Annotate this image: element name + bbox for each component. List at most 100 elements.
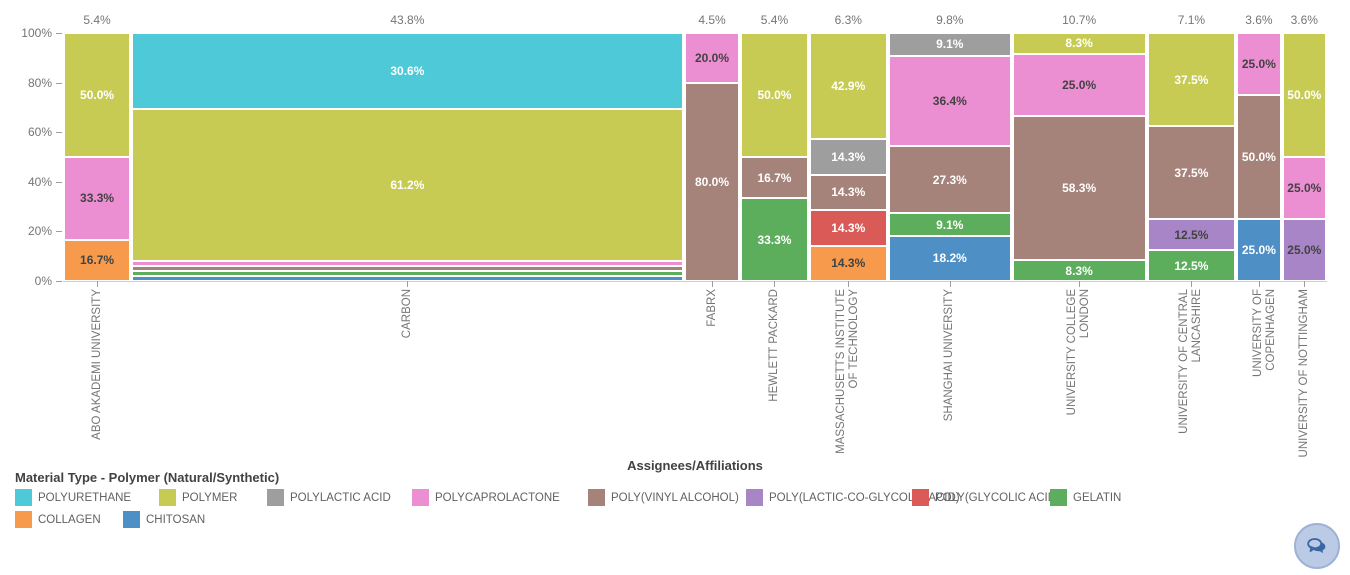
legend-item-poly-vinyl-alcohol-[interactable]: POLY(VINYL ALCOHOL) (588, 489, 739, 506)
legend-label: CHITOSAN (146, 513, 206, 526)
segment-poly-vinyl-alcohol-[interactable]: 50.0% (1237, 95, 1281, 219)
segment-gelatin[interactable]: 33.3% (741, 198, 808, 281)
segment-collagen[interactable]: 16.7% (64, 239, 131, 281)
segment-chitosan[interactable] (132, 276, 683, 281)
segment-polymer[interactable]: 50.0% (741, 33, 808, 157)
segment-gelatin[interactable]: 9.1% (889, 213, 1011, 236)
column-percent-label: 43.8% (390, 13, 425, 27)
x-axis-label: ABO AKADEMI UNIVERSITY (91, 289, 104, 459)
segment-poly-lactic-co-glycolic-acid-[interactable]: 12.5% (1147, 219, 1236, 250)
x-axis-label: FABRX (706, 289, 719, 459)
segment-poly-vinyl-alcohol-[interactable]: 58.3% (1012, 115, 1146, 261)
legend-swatch (588, 489, 605, 506)
segment-poly-lactic-co-glycolic-acid-[interactable]: 25.0% (1282, 219, 1326, 281)
x-axis-label: MASSACHUSETTS INSTITUTE OF TECHNOLOGY (835, 289, 861, 459)
legend-item-polyurethane[interactable]: POLYURETHANE (15, 489, 131, 506)
segment-poly-vinyl-alcohol-[interactable]: 16.7% (741, 157, 808, 199)
chart-column: 8.3% 25.0% 58.3% 8.3% (1012, 33, 1146, 281)
segment-polylactic-acid[interactable]: 14.3% (809, 139, 887, 175)
x-axis-line (63, 281, 1327, 282)
column-percent-label: 5.4% (760, 13, 789, 27)
segment-polycaprolactone[interactable]: 20.0% (684, 33, 740, 83)
x-axis-label-line: LONDON (1079, 289, 1092, 339)
segment-gelatin[interactable]: 12.5% (1147, 250, 1236, 281)
legend-item-polymer[interactable]: POLYMER (159, 489, 237, 506)
x-tick-mark (1191, 281, 1193, 287)
column-percent-label: 4.5% (698, 13, 726, 27)
x-tick-mark (848, 281, 850, 287)
x-axis-label: HEWLETT PACKARD (768, 289, 781, 459)
legend-swatch (15, 489, 32, 506)
segment-value-label: 27.3% (932, 172, 967, 187)
segment-value-label: 9.1% (936, 217, 964, 232)
segment-polycaprolactone[interactable]: 33.3% (64, 157, 131, 240)
segment-polyurethane[interactable]: 30.6% (132, 33, 683, 110)
segment-polymer[interactable]: 8.3% (1012, 33, 1146, 54)
segment-collagen[interactable]: 14.3% (809, 245, 887, 281)
segment-polymer[interactable]: 42.9% (809, 33, 887, 140)
segment-value-label: 16.7% (80, 253, 115, 268)
segment-polycaprolactone[interactable] (132, 261, 683, 267)
segment-polymer[interactable]: 50.0% (64, 33, 131, 157)
segment-polycaprolactone[interactable]: 25.0% (1237, 33, 1281, 95)
segment-poly-vinyl-alcohol-[interactable]: 14.3% (809, 174, 887, 211)
x-tick-mark (1304, 281, 1306, 287)
legend-item-polycaprolactone[interactable]: POLYCAPROLACTONE (412, 489, 560, 506)
legend-swatch (412, 489, 429, 506)
segment-polymer[interactable]: 61.2% (132, 109, 683, 262)
chart-column: 9.1% 36.4% 27.3% 9.1% 18.2% (889, 33, 1011, 281)
segment-polycaprolactone[interactable]: 25.0% (1012, 53, 1146, 116)
segment-value-label: 12.5% (1174, 227, 1209, 242)
segment-gelatin[interactable]: 8.3% (1012, 260, 1146, 281)
segment-value-label: 50.0% (80, 88, 115, 102)
segment-poly-glycolic-acid-[interactable]: 14.3% (809, 210, 887, 246)
chart-column: 25.0% 50.0% 25.0% (1237, 33, 1281, 281)
segment-poly-vinyl-alcohol-[interactable]: 27.3% (889, 145, 1011, 214)
chat-icon (1304, 533, 1331, 560)
x-tick-mark (1079, 281, 1081, 287)
segment-polymer[interactable]: 50.0% (1282, 33, 1326, 157)
segment-value-label: 14.3% (831, 256, 866, 271)
y-tick-label: 100% (21, 26, 52, 40)
segment-chitosan[interactable]: 25.0% (1237, 219, 1281, 281)
segment-gelatin[interactable] (132, 271, 683, 277)
legend-item-poly-lactic-co-glycolic-acid-[interactable]: POLY(LACTIC-CO-GLYCOLIC ACID) (746, 489, 960, 506)
segment-value-label: 37.5% (1174, 72, 1209, 87)
y-tick-mark (56, 82, 62, 84)
column-percent-label: 5.4% (83, 13, 111, 27)
segment-polycaprolactone[interactable]: 25.0% (1282, 157, 1326, 219)
x-axis-label-line: UNIVERSITY OF COPENHAGEN (1252, 289, 1278, 377)
chat-button[interactable] (1294, 523, 1340, 569)
legend-swatch (15, 511, 32, 528)
segment-value-label: 14.3% (831, 149, 866, 164)
segment-polycaprolactone[interactable]: 36.4% (889, 55, 1011, 146)
x-axis-label-line: UNIVERSITY COLLEGE (1066, 289, 1079, 416)
segment-polymer[interactable]: 37.5% (1147, 33, 1236, 126)
legend-item-gelatin[interactable]: GELATIN (1050, 489, 1121, 506)
segment-chitosan[interactable]: 18.2% (889, 235, 1011, 281)
chart-column: 50.0% 33.3% 16.7% (64, 33, 131, 281)
segment-value-label: 25.0% (1287, 243, 1322, 257)
x-tick-mark (97, 281, 99, 287)
segment-value-label: 61.2% (390, 178, 425, 193)
segment-polylactic-acid[interactable]: 9.1% (889, 33, 1011, 56)
x-axis-label: UNIVERSITY OF CENTRAL LANCASHIRE (1178, 289, 1204, 459)
segment-poly-vinyl-alcohol-[interactable]: 80.0% (684, 82, 740, 281)
segment-poly-vinyl-alcohol-[interactable]: 37.5% (1147, 126, 1236, 219)
legend-item-chitosan[interactable]: CHITOSAN (123, 511, 205, 528)
chart-column: 50.0% 16.7% 33.3% (741, 33, 808, 281)
chart-column: 42.9% 14.3% 14.3% 14.3% 14.3% (809, 33, 887, 281)
segment-poly-vinyl-alcohol-[interactable] (132, 266, 683, 272)
segment-value-label: 80.0% (695, 174, 730, 189)
x-tick-mark (1258, 281, 1260, 287)
legend-item-collagen[interactable]: COLLAGEN (15, 511, 101, 528)
legend-label: POLY(VINYL ALCOHOL) (611, 491, 739, 504)
x-axis-label-line: SHANGHAI UNIVERSITY (943, 289, 956, 422)
legend-item-poly-glycolic-acid-[interactable]: POLY(GLYCOLIC ACID) (912, 489, 1060, 506)
segment-value-label: 14.3% (831, 185, 866, 200)
column-percent-label: 3.6% (1245, 13, 1273, 27)
column-percent-label: 3.6% (1290, 13, 1318, 27)
segment-value-label: 20.0% (695, 50, 730, 65)
legend-item-polylactic-acid[interactable]: POLYLACTIC ACID (267, 489, 391, 506)
legend-swatch (267, 489, 284, 506)
